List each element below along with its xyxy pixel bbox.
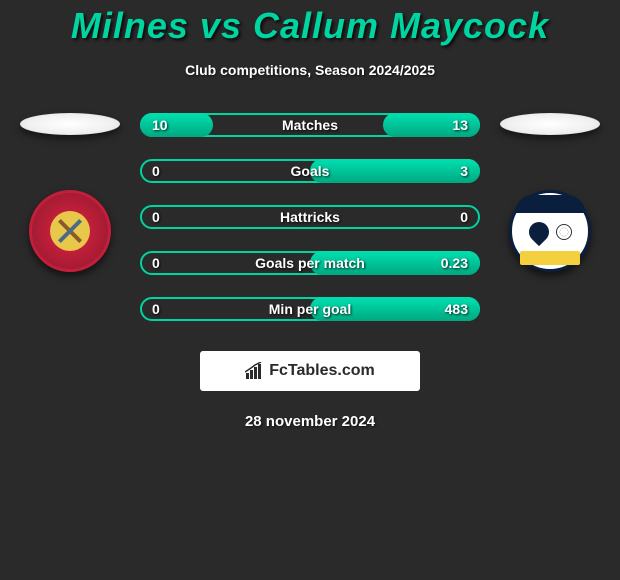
stat-bar: 10 Matches 13: [140, 113, 480, 137]
stat-label: Hattricks: [280, 209, 340, 225]
club-crest-right: [509, 190, 591, 272]
main-area: 10 Matches 13 0 Goals 3 0 Hattricks 0 0 Goals per …: [0, 113, 620, 321]
stat-value-left: 0: [152, 255, 160, 271]
stat-label: Goals: [291, 163, 330, 179]
crest-banner-icon: [520, 251, 580, 265]
left-col: [20, 113, 120, 272]
stat-value-left: 10: [152, 117, 168, 133]
bar-fill-left: [140, 113, 213, 137]
club-crest-left: [29, 190, 111, 272]
crest-left-inner: [50, 211, 90, 251]
stat-value-left: 0: [152, 163, 160, 179]
stat-bar: 0 Hattricks 0: [140, 205, 480, 229]
stat-value-right: 483: [445, 301, 468, 317]
ball-icon: [556, 224, 572, 240]
stat-value-right: 13: [452, 117, 468, 133]
stat-value-right: 0: [460, 209, 468, 225]
player-disc-right: [500, 113, 600, 135]
chart-icon: [245, 362, 263, 380]
page-title: Milnes vs Callum Maycock: [0, 5, 620, 47]
brand-text: FcTables.com: [269, 362, 375, 380]
crest-arc-icon: [515, 195, 585, 213]
stat-label: Matches: [282, 117, 338, 133]
stat-bar: 0 Goals 3: [140, 159, 480, 183]
crest-mid-icon: [525, 217, 575, 247]
stat-label: Goals per match: [255, 255, 365, 271]
stat-value-left: 0: [152, 301, 160, 317]
stat-label: Min per goal: [269, 301, 351, 317]
stat-value-right: 3: [460, 163, 468, 179]
stats-bars: 10 Matches 13 0 Goals 3 0 Hattricks 0 0 Goals per …: [140, 113, 480, 321]
date-label: 28 november 2024: [0, 413, 620, 430]
stat-value-left: 0: [152, 209, 160, 225]
bird-icon: [524, 218, 552, 246]
subtitle: Club competitions, Season 2024/2025: [0, 62, 620, 78]
brand-box[interactable]: FcTables.com: [200, 351, 420, 391]
stat-bar: 0 Min per goal 483: [140, 297, 480, 321]
comparison-card: Milnes vs Callum Maycock Club competitio…: [0, 0, 620, 430]
stat-bar: 0 Goals per match 0.23: [140, 251, 480, 275]
bar-fill-right: [310, 159, 480, 183]
stat-value-right: 0.23: [441, 255, 468, 271]
player-disc-left: [20, 113, 120, 135]
right-col: [500, 113, 600, 272]
